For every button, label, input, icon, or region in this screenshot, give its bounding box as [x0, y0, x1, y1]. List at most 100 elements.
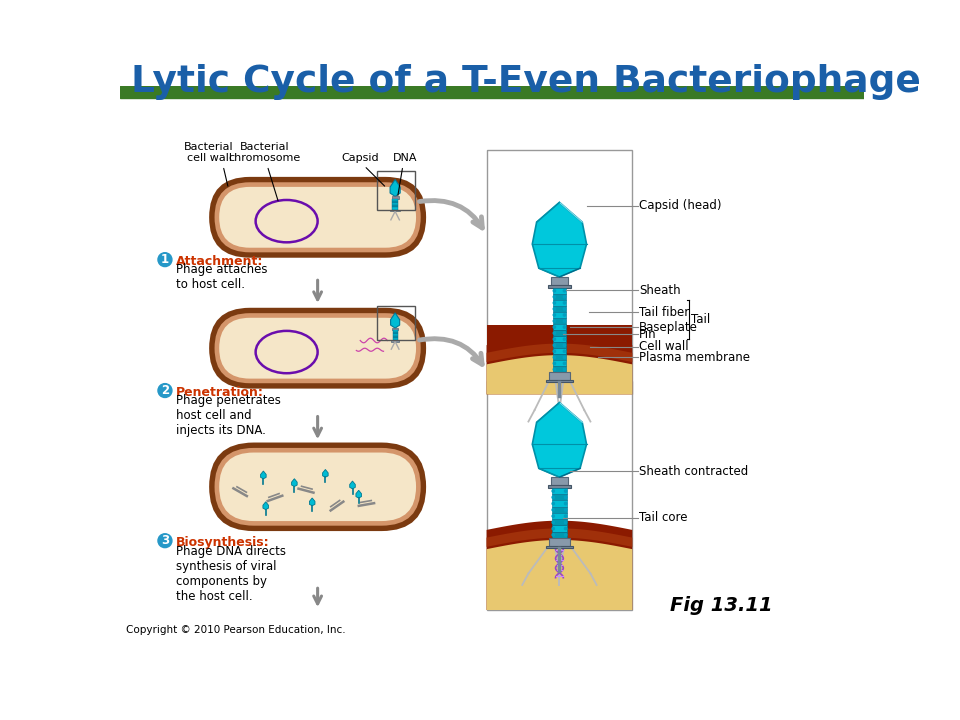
Polygon shape [487, 343, 633, 362]
Bar [487, 381, 633, 610]
Bar [487, 325, 633, 395]
Polygon shape [487, 336, 633, 395]
Circle shape [158, 253, 172, 266]
Circle shape [564, 362, 565, 364]
Polygon shape [323, 469, 328, 477]
Circle shape [564, 296, 565, 298]
Circle shape [553, 350, 556, 352]
Circle shape [553, 338, 556, 341]
Bar [392, 328, 398, 330]
Bar [553, 312, 566, 318]
Text: Penetration:: Penetration: [176, 386, 264, 399]
Text: Capsid (head): Capsid (head) [639, 199, 722, 212]
Circle shape [553, 320, 556, 322]
Bar [548, 372, 570, 380]
Bar [546, 546, 572, 548]
Circle shape [553, 362, 556, 364]
Text: Phage attaches
to host cell.: Phage attaches to host cell. [176, 264, 267, 292]
Bar [393, 334, 397, 336]
Circle shape [564, 332, 565, 334]
Bar [393, 201, 397, 203]
Bar [548, 284, 571, 288]
Circle shape [564, 314, 565, 316]
Polygon shape [487, 521, 633, 610]
Polygon shape [487, 528, 633, 547]
Polygon shape [356, 490, 362, 498]
Circle shape [553, 302, 556, 304]
Bar [553, 360, 566, 366]
FancyBboxPatch shape [219, 318, 416, 379]
Bar [551, 277, 568, 284]
Polygon shape [532, 402, 587, 477]
Bar [552, 526, 567, 532]
Bar [487, 325, 633, 395]
Circle shape [564, 302, 565, 304]
Circle shape [553, 368, 556, 371]
Circle shape [553, 289, 556, 292]
Circle shape [552, 503, 554, 505]
Circle shape [564, 320, 565, 322]
Text: Sheath: Sheath [639, 284, 681, 297]
Bar [553, 366, 566, 372]
Bar [393, 203, 397, 205]
Bar [552, 532, 567, 538]
Bar [552, 494, 567, 500]
Circle shape [552, 515, 554, 517]
FancyBboxPatch shape [214, 448, 420, 526]
Bar [487, 150, 633, 395]
Circle shape [158, 534, 172, 548]
Text: Pin: Pin [639, 328, 657, 341]
Text: Cell wall: Cell wall [639, 340, 689, 353]
Bar [392, 197, 398, 199]
Circle shape [553, 326, 556, 328]
Bar [377, 306, 415, 341]
Bar [120, 86, 864, 98]
Text: DNA: DNA [393, 153, 418, 163]
Text: Capsid: Capsid [342, 153, 379, 163]
FancyBboxPatch shape [209, 307, 426, 389]
Bar [546, 380, 572, 382]
Bar [487, 150, 633, 395]
Bar [552, 500, 567, 507]
Bar [548, 538, 570, 546]
Circle shape [553, 332, 556, 334]
Bar [552, 519, 567, 526]
Circle shape [552, 509, 554, 511]
Bar [487, 533, 633, 610]
Text: Biosynthesis:: Biosynthesis: [176, 536, 270, 549]
Bar [487, 533, 633, 610]
Bar [377, 171, 415, 210]
FancyBboxPatch shape [219, 187, 416, 248]
Circle shape [564, 307, 565, 310]
Circle shape [564, 528, 566, 530]
Circle shape [553, 314, 556, 316]
Bar [548, 485, 571, 488]
Text: Bacterial
cell wall: Bacterial cell wall [184, 142, 234, 163]
Circle shape [553, 344, 556, 346]
Bar [393, 336, 397, 338]
Polygon shape [391, 313, 399, 328]
Bar [552, 488, 567, 494]
Text: Copyright © 2010 Pearson Education, Inc.: Copyright © 2010 Pearson Education, Inc. [126, 626, 346, 636]
Polygon shape [487, 355, 633, 395]
Bar [553, 330, 566, 336]
Circle shape [552, 528, 554, 530]
Circle shape [553, 307, 556, 310]
Text: Tail: Tail [691, 313, 710, 326]
FancyBboxPatch shape [209, 177, 426, 258]
Bar [393, 338, 397, 340]
Bar [553, 324, 566, 330]
Bar [553, 354, 566, 360]
Circle shape [158, 384, 172, 397]
Bar [553, 318, 566, 324]
Bar [391, 210, 399, 212]
Circle shape [564, 534, 566, 536]
Polygon shape [390, 179, 400, 197]
Circle shape [564, 350, 565, 352]
Polygon shape [263, 502, 269, 510]
Bar [553, 342, 566, 348]
Circle shape [564, 338, 565, 341]
Bar [552, 507, 567, 513]
Text: Bacterial
chromosome: Bacterial chromosome [228, 142, 301, 163]
Text: Sheath contracted: Sheath contracted [639, 465, 749, 478]
